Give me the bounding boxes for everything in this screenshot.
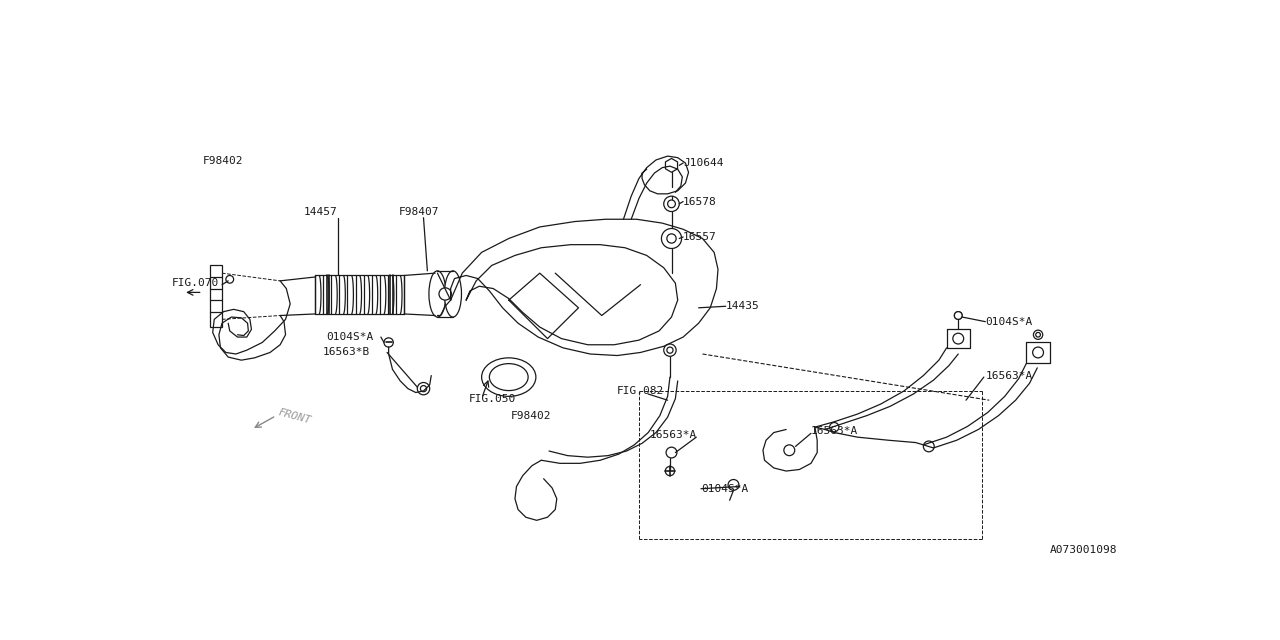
Text: F98402: F98402 [511, 411, 550, 420]
Text: 16563*A: 16563*A [812, 426, 859, 436]
Circle shape [667, 347, 673, 353]
Circle shape [664, 196, 680, 212]
Text: 14457: 14457 [303, 207, 337, 216]
Circle shape [662, 228, 681, 248]
Circle shape [952, 333, 964, 344]
Circle shape [1033, 330, 1043, 339]
Text: F98402: F98402 [202, 157, 243, 166]
Ellipse shape [481, 358, 536, 396]
Circle shape [666, 467, 675, 476]
Text: 0104S*A: 0104S*A [326, 332, 374, 342]
Circle shape [384, 338, 393, 347]
Text: 16557: 16557 [684, 232, 717, 242]
Circle shape [664, 344, 676, 356]
Text: 16563*A: 16563*A [986, 371, 1033, 381]
Circle shape [923, 441, 934, 452]
Text: 16563*A: 16563*A [650, 430, 698, 440]
Text: A073001098: A073001098 [1050, 545, 1117, 556]
Circle shape [783, 445, 795, 456]
Circle shape [1033, 347, 1043, 358]
Circle shape [1036, 332, 1041, 337]
Circle shape [668, 200, 676, 208]
Text: J10644: J10644 [684, 158, 723, 168]
Circle shape [420, 385, 426, 392]
Circle shape [667, 234, 676, 243]
Circle shape [417, 383, 430, 395]
Text: 16563*B: 16563*B [323, 348, 370, 358]
Text: 16578: 16578 [684, 196, 717, 207]
Ellipse shape [429, 271, 445, 317]
Text: 0104S*A: 0104S*A [986, 317, 1033, 326]
Text: 0104S*A: 0104S*A [701, 484, 749, 493]
Ellipse shape [444, 271, 462, 317]
Circle shape [666, 447, 677, 458]
Text: FRONT: FRONT [276, 407, 312, 426]
Text: FIG.070: FIG.070 [172, 278, 219, 288]
Circle shape [439, 288, 452, 300]
Bar [210, 266, 221, 327]
Text: FIG.082: FIG.082 [617, 386, 664, 396]
Circle shape [225, 275, 234, 283]
Circle shape [955, 312, 963, 319]
Circle shape [728, 479, 739, 490]
Circle shape [829, 422, 838, 432]
Ellipse shape [489, 364, 529, 390]
Text: F98407: F98407 [398, 207, 439, 216]
Text: 14435: 14435 [726, 301, 759, 311]
Text: FIG.050: FIG.050 [468, 394, 516, 404]
Circle shape [955, 312, 963, 319]
